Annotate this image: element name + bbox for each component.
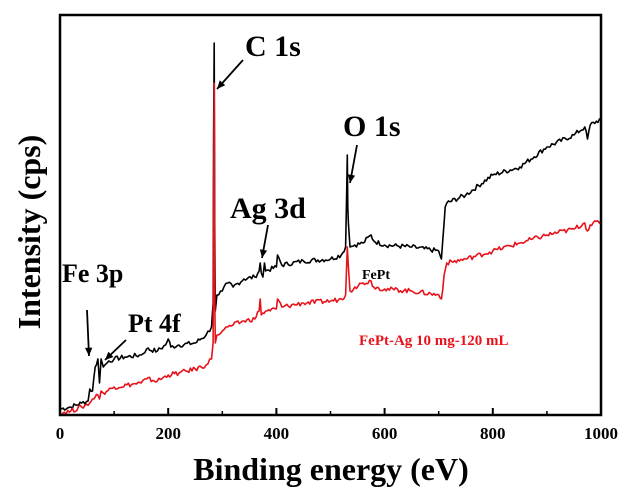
series-line-0: [59, 42, 602, 411]
x-tick-label-1: 200: [155, 424, 181, 443]
x-tick-label-4: 800: [480, 424, 506, 443]
annotation-label-3: Ag 3d: [230, 192, 306, 225]
annotation-arrowhead-4: [347, 174, 356, 183]
annotation-arrowhead-3: [259, 249, 268, 258]
annotation-label-4: O 1s: [343, 110, 401, 143]
y-axis-title: Intensity (cps): [11, 135, 47, 330]
series-line-1: [59, 82, 602, 416]
annotation-label-0: Fe 3p: [62, 259, 123, 288]
legend-label-fept-ag: FePt-Ag 10 mg-120 mL: [359, 333, 509, 349]
annotation-label-2: C 1s: [245, 30, 301, 63]
annotation-arrowhead-2: [217, 80, 226, 89]
annotation-arrowhead-1: [105, 351, 114, 360]
x-axis-ticks: 0 200 400 600 800 1000: [56, 408, 618, 443]
x-tick-label-5: 1000: [584, 424, 618, 443]
x-tick-label-2: 400: [264, 424, 290, 443]
legend-label-fept: FePt: [362, 268, 390, 283]
series-layer: [59, 42, 602, 416]
x-tick-label-0: 0: [56, 424, 65, 443]
annotation-label-1: Pt 4f: [128, 309, 181, 338]
x-tick-label-3: 600: [372, 424, 398, 443]
annotation-arrowhead-0: [85, 347, 93, 356]
x-axis-title: Binding energy (eV): [193, 451, 469, 487]
